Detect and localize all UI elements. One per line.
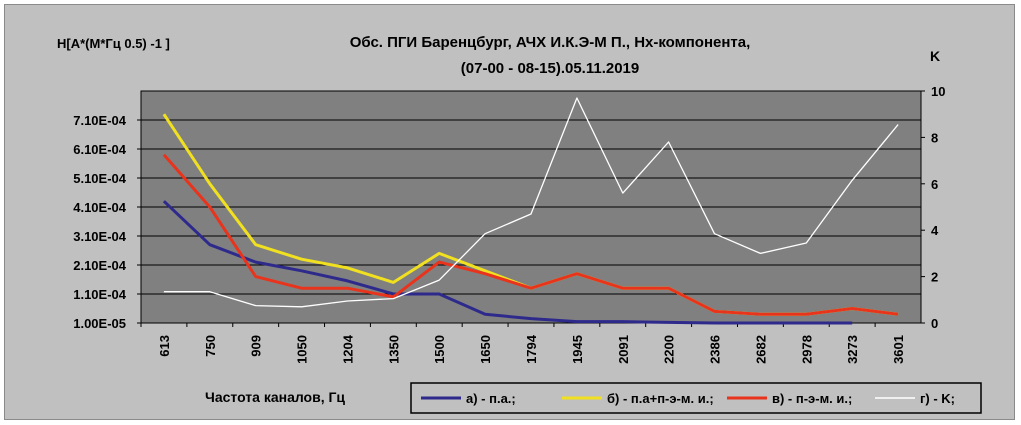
y-left-tick-label: 1.00E-05 xyxy=(73,316,126,331)
series-line-1 xyxy=(162,200,853,325)
x-tick-label: 3273 xyxy=(845,335,860,364)
x-tick-label: 3601 xyxy=(891,335,906,364)
x-tick-label: 2386 xyxy=(708,335,723,364)
x-tick-label: 1500 xyxy=(432,335,447,364)
chart-title-line2: (07-00 - 08-15).05.11.2019 xyxy=(461,60,639,77)
x-tick-label: 613 xyxy=(157,335,172,357)
x-tick-label: 750 xyxy=(203,335,218,357)
y-left-tick-label: 3.10E-04 xyxy=(73,229,127,244)
x-tick-label: 2200 xyxy=(662,335,677,364)
y-right-tick-label: 6 xyxy=(931,177,938,192)
right-axis-label: K xyxy=(930,48,940,64)
series-lines xyxy=(162,97,899,325)
legend-box xyxy=(410,382,982,414)
y-left-tick-label: 2.10E-04 xyxy=(73,258,127,273)
y-left-tick-label: 7.10E-04 xyxy=(73,113,127,128)
y-left-tick-label: 6.10E-04 xyxy=(73,142,127,157)
x-axis-ticks: 613 750 909 1050 1204 1350 1500 1650 1794 1945 209… xyxy=(140,323,906,364)
legend-label-4: г) - K; xyxy=(920,391,955,406)
y-right-tick-label: 10 xyxy=(931,84,945,99)
right-axis-ticks: 0 2 4 6 8 10 xyxy=(921,84,945,331)
y-right-tick-label: 2 xyxy=(931,270,938,285)
legend-label-2: б) - п.а+п-э-м. и.; xyxy=(607,391,714,406)
y-right-tick-label: 0 xyxy=(931,316,938,331)
x-axis-label: Частота каналов, Гц xyxy=(205,389,345,405)
chart: H[А*(М*Гц 0.5) -1 ] Обс. ПГИ Баренцбург,… xyxy=(57,34,982,414)
left-axis-ticks: 1.00E-05 1.10E-04 2.10E-04 3.10E-04 4.10E-04… xyxy=(73,113,141,331)
x-tick-label: 1945 xyxy=(570,335,585,364)
x-tick-label: 1350 xyxy=(386,335,401,364)
chart-title-line1: Обс. ПГИ Баренцбург, АЧХ И.К.Э-М П., Hx-… xyxy=(350,34,751,51)
x-tick-label: 2682 xyxy=(753,335,768,364)
legend-label-3: в) - п-э-м. и.; xyxy=(772,391,852,406)
x-tick-label: 2978 xyxy=(799,335,814,364)
y-right-tick-label: 4 xyxy=(931,223,939,238)
series-line-3 xyxy=(162,153,899,316)
x-tick-label: 1204 xyxy=(340,334,355,364)
series-line-4 xyxy=(163,97,899,308)
x-tick-label: 1050 xyxy=(295,335,310,364)
x-tick-label: 1794 xyxy=(524,334,539,364)
y-left-tick-label: 5.10E-04 xyxy=(73,171,127,186)
x-tick-label: 2091 xyxy=(616,335,631,364)
chart-frame: H[А*(М*Гц 0.5) -1 ] Обс. ПГИ Баренцбург,… xyxy=(4,4,1015,420)
y-left-tick-label: 4.10E-04 xyxy=(73,200,127,215)
y-left-tick-label: 1.10E-04 xyxy=(73,287,127,302)
x-tick-label: 909 xyxy=(249,335,264,357)
x-tick-label: 1650 xyxy=(478,335,493,364)
y-right-tick-label: 8 xyxy=(931,130,938,145)
legend-label-1: а) - п.а.; xyxy=(466,391,516,406)
legend: а) - п.а.; б) - п.а+п-э-м. и.; в) - п-э-м.… xyxy=(421,391,955,406)
left-axis-label: H[А*(М*Гц 0.5) -1 ] xyxy=(57,36,170,51)
